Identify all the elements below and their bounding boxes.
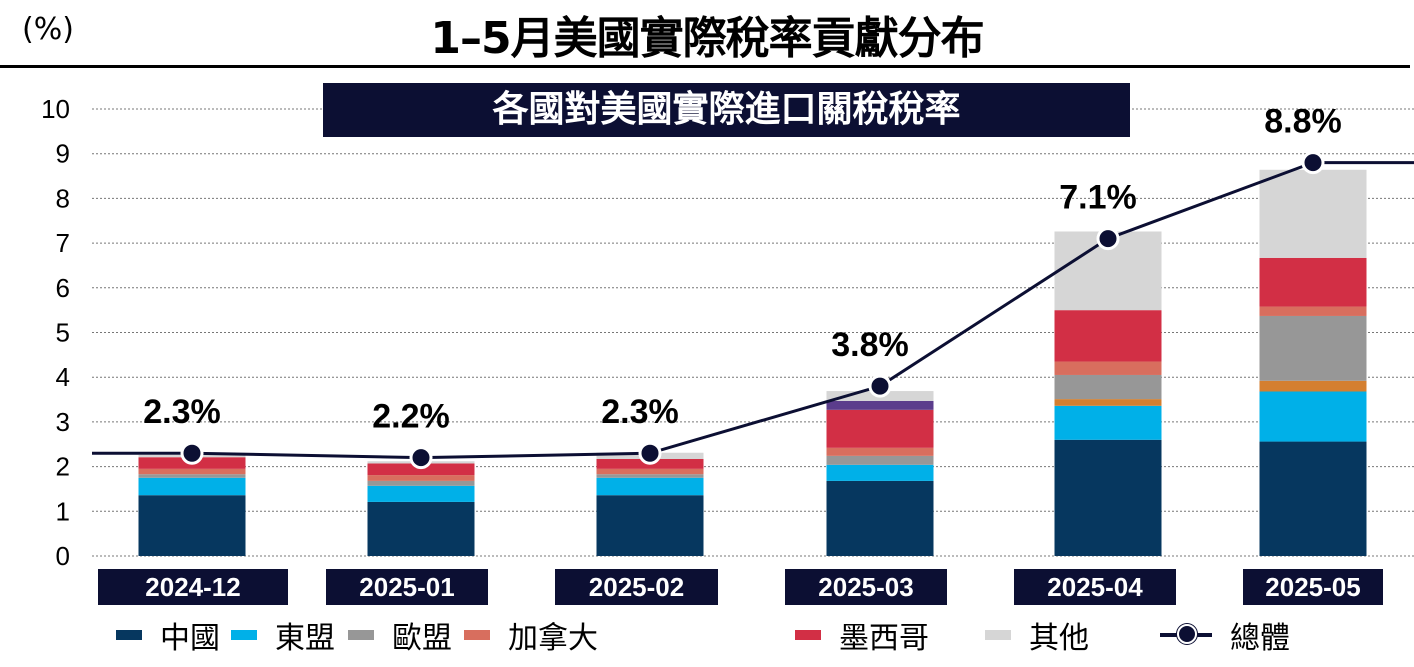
bar-segment-歐盟 (826, 455, 934, 465)
total-marker (868, 374, 892, 398)
y-tick-label: 9 (56, 139, 70, 169)
category-label-box (1014, 569, 1176, 605)
y-tick-label: 8 (56, 183, 70, 213)
total-marker (1096, 227, 1120, 251)
bar-segment-加拿大 (138, 468, 246, 475)
bar-segment-東盟 (826, 464, 934, 481)
y-tick-label: 10 (41, 94, 70, 124)
bar-segment-東盟 (138, 477, 246, 496)
bar-segment-中國 (138, 495, 246, 556)
bar-segment-中國 (1054, 439, 1162, 556)
bar-segment-墨西哥 (1259, 257, 1367, 307)
bar-segment-東盟 (1054, 405, 1162, 440)
legend-item: 其他 (985, 618, 1089, 656)
bar-segment-中國 (826, 480, 934, 556)
data-label: 2.2% (372, 398, 450, 436)
legend-line-marker-icon (1160, 624, 1212, 644)
data-label: 7.1% (1059, 179, 1137, 217)
title-rule (0, 65, 1410, 68)
legend-item: 歐盟 (348, 618, 452, 656)
bar-segment-歐盟 (1259, 315, 1367, 381)
y-tick-label: 7 (56, 228, 70, 258)
legend-swatch (795, 630, 821, 640)
bar-segment-墨西哥 (826, 409, 934, 448)
x-tick-label: 2025-01 (359, 572, 454, 602)
y-tick-label: 0 (56, 541, 70, 571)
data-label: 3.8% (831, 326, 909, 364)
bar-segment-東盟 (596, 477, 704, 496)
x-tick-label: 2025-03 (818, 572, 913, 602)
legend-item: 東盟 (231, 618, 335, 656)
bar-segment-series-2 (1054, 399, 1162, 406)
bar-segment-series-2 (1259, 380, 1367, 392)
legend-label: 墨西哥 (839, 621, 929, 656)
data-label: 8.8% (1264, 103, 1342, 141)
chart-title: 1–5月美國實際稅率貢獻分布 (430, 13, 984, 64)
bar-segment-歐盟 (367, 480, 475, 486)
legend-item: 中國 (116, 618, 220, 656)
data-label: 2.3% (143, 393, 221, 431)
category-label-box (326, 569, 488, 605)
y-tick-label: 4 (56, 362, 70, 392)
bar-segment-中國 (367, 501, 475, 556)
category-label-box (785, 569, 947, 605)
total-line (92, 161, 1414, 460)
x-tick-label: 2025-02 (589, 572, 684, 602)
x-tick-label: 2025-04 (1047, 572, 1143, 602)
bar-segment-加拿大 (367, 475, 475, 481)
x-tick-label: 2025-05 (1265, 572, 1360, 602)
total-marker (180, 441, 204, 465)
bar-segment-東盟 (367, 485, 475, 502)
bar-segment-加拿大 (826, 447, 934, 456)
bar-segment-歐盟 (138, 474, 246, 478)
category-label-box (98, 569, 288, 605)
legend-label: 總體 (1230, 621, 1290, 656)
legend-swatch (348, 630, 374, 640)
bar-segment-中國 (1259, 441, 1367, 556)
total-marker (409, 446, 433, 470)
legend-swatch (116, 630, 142, 640)
data-label: 2.3% (601, 393, 679, 431)
y-tick-label: 3 (56, 407, 70, 437)
legend-swatch (231, 630, 257, 640)
legend-label: 加拿大 (508, 621, 598, 656)
bar-segment-墨西哥 (1054, 310, 1162, 362)
bar-segment-歐盟 (596, 474, 704, 478)
legend-swatch (985, 630, 1011, 640)
legend-label: 歐盟 (392, 621, 452, 656)
legend-label: 東盟 (275, 621, 335, 656)
category-label-box (555, 569, 718, 605)
y-tick-label: 1 (56, 496, 70, 526)
category-label-box (1243, 569, 1383, 605)
legend-swatch (464, 630, 490, 640)
y-tick-label: 2 (56, 452, 70, 482)
y-axis-unit: (%) (22, 12, 74, 47)
legend-item: 加拿大 (464, 618, 598, 656)
bar-segment-墨西哥 (367, 463, 475, 476)
legend-label: 其他 (1029, 621, 1089, 656)
legend-item-total: 總體 (1160, 618, 1290, 656)
legend-label: 中國 (160, 621, 220, 656)
bar-segment-其他 (1259, 169, 1367, 258)
y-tick-label: 5 (56, 318, 70, 348)
bar-segment-加拿大 (1259, 306, 1367, 316)
chart-subtitle-banner: 各國對美國實際進口關稅稅率 (323, 83, 1130, 137)
total-marker (638, 441, 662, 465)
bar-segment-中國 (596, 495, 704, 556)
bar-segment-加拿大 (596, 468, 704, 475)
y-tick-label: 6 (56, 273, 70, 303)
total-marker (1301, 151, 1325, 175)
bar-segment-東盟 (1259, 391, 1367, 442)
bar-segment-歐盟 (1054, 374, 1162, 400)
bar-segment-series-6 (826, 400, 934, 410)
bar-segment-加拿大 (1054, 361, 1162, 375)
legend-item: 墨西哥 (795, 618, 929, 656)
x-tick-label: 2024-12 (145, 572, 240, 602)
